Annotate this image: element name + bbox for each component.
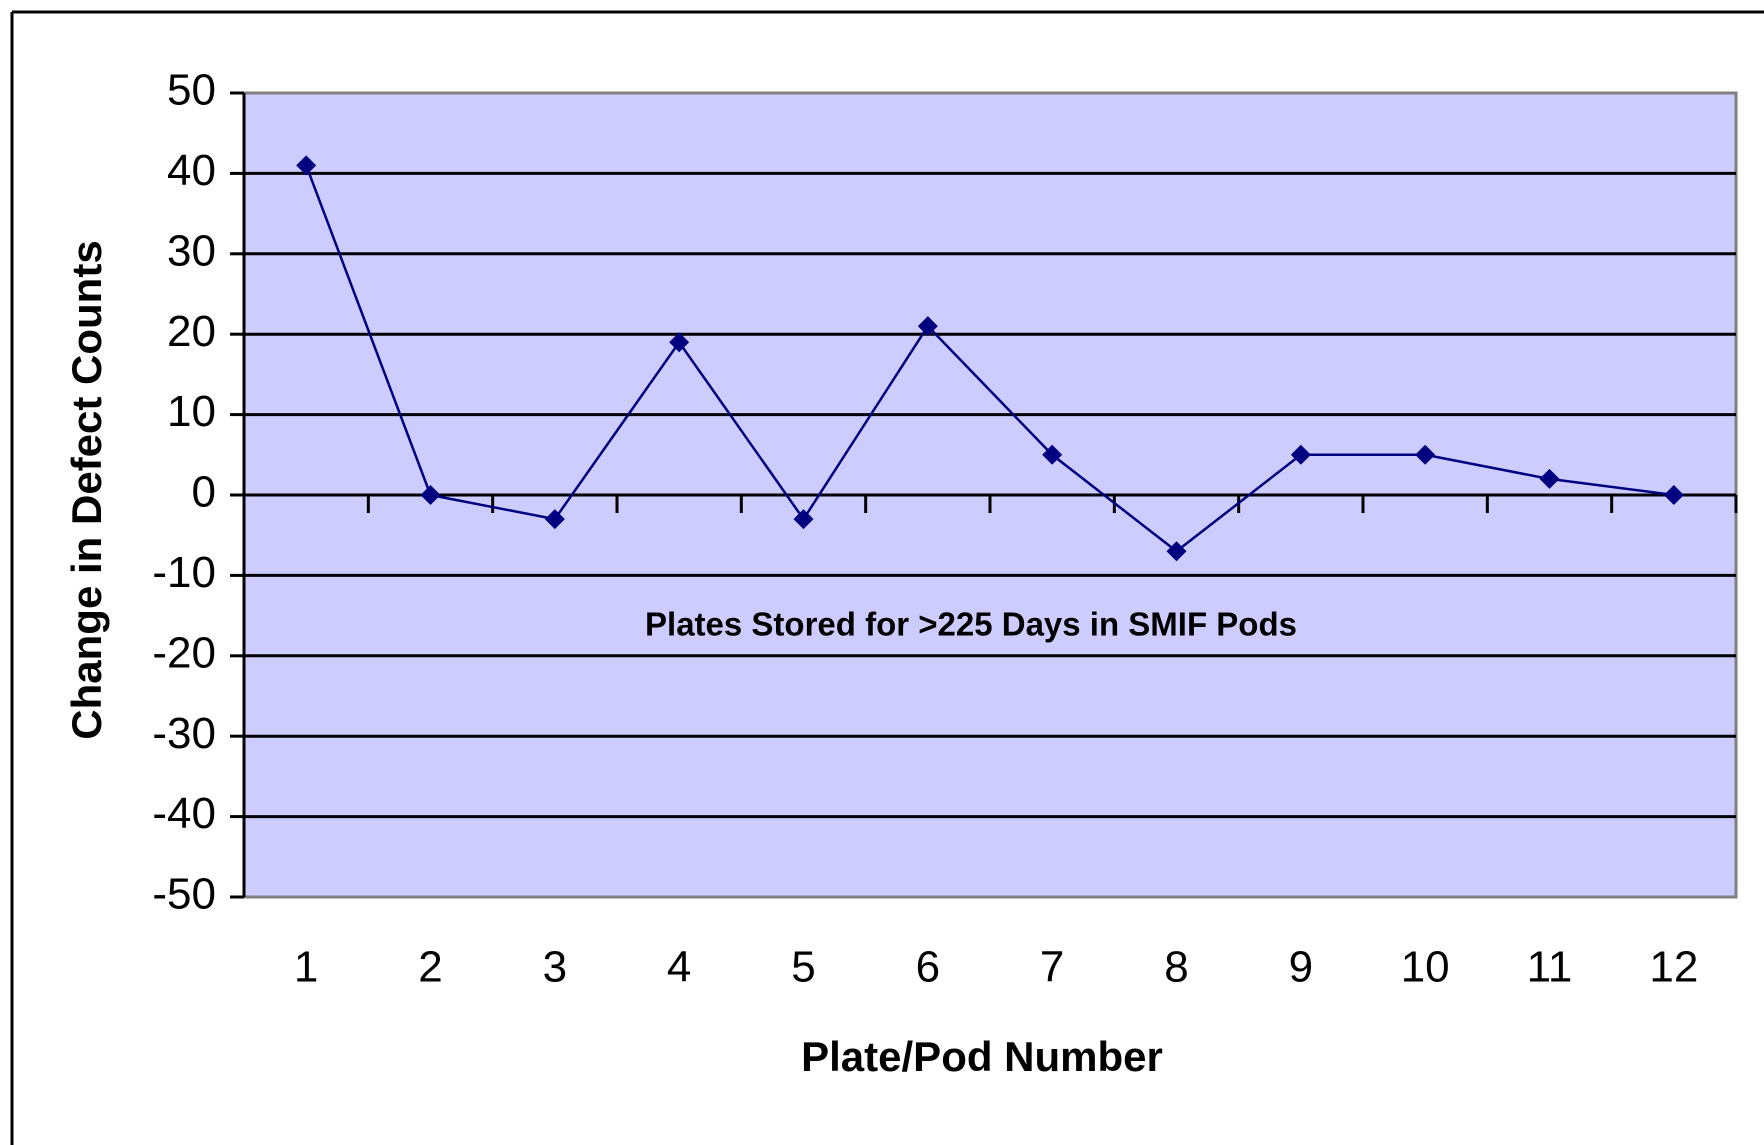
marker (669, 332, 690, 353)
x-tick-label: 11 (1527, 943, 1573, 992)
x-tick-label: 5 (791, 943, 815, 992)
marker (1166, 541, 1187, 562)
y-tick-label: -50 (152, 870, 216, 919)
x-tick-label: 10 (1401, 943, 1450, 992)
x-tick-label: 9 (1289, 943, 1313, 992)
marker (1539, 468, 1560, 489)
y-tick-label: 20 (167, 307, 216, 356)
marker (544, 509, 565, 530)
x-tick-label: 12 (1649, 943, 1698, 992)
y-tick-label: 50 (167, 66, 216, 115)
annotation: Plates Stored for >225 Days in SMIF Pods (645, 606, 1297, 643)
marker (793, 509, 814, 530)
x-tick-label: 8 (1164, 943, 1188, 992)
x-axis-title: Plate/Pod Number (801, 1033, 1163, 1080)
marker (420, 485, 441, 505)
data-line (304, 164, 1674, 553)
x-tick-label: 2 (418, 943, 442, 992)
marker (296, 155, 317, 176)
marker (1290, 444, 1311, 465)
x-tick-label: 6 (916, 943, 940, 992)
y-tick-label: -40 (152, 789, 216, 838)
marker (917, 316, 938, 337)
y-tick-label: -20 (152, 628, 216, 677)
x-tick-label: 7 (1040, 943, 1064, 992)
x-tick-label: 1 (294, 943, 318, 992)
y-tick-label: 0 (192, 468, 216, 517)
y-tick-label: 10 (167, 387, 216, 436)
y-tick-label: -10 (152, 548, 216, 597)
x-tick-label: 3 (543, 943, 567, 992)
marker (1042, 444, 1063, 465)
x-tick-label: 4 (667, 943, 691, 992)
y-tick-label: -30 (152, 709, 216, 758)
y-tick-label: 30 (167, 226, 216, 275)
y-axis-title: Change in Defect Counts (63, 240, 110, 739)
y-tick-label: 40 (167, 146, 216, 195)
marker (1415, 444, 1436, 465)
marker (1663, 485, 1684, 505)
